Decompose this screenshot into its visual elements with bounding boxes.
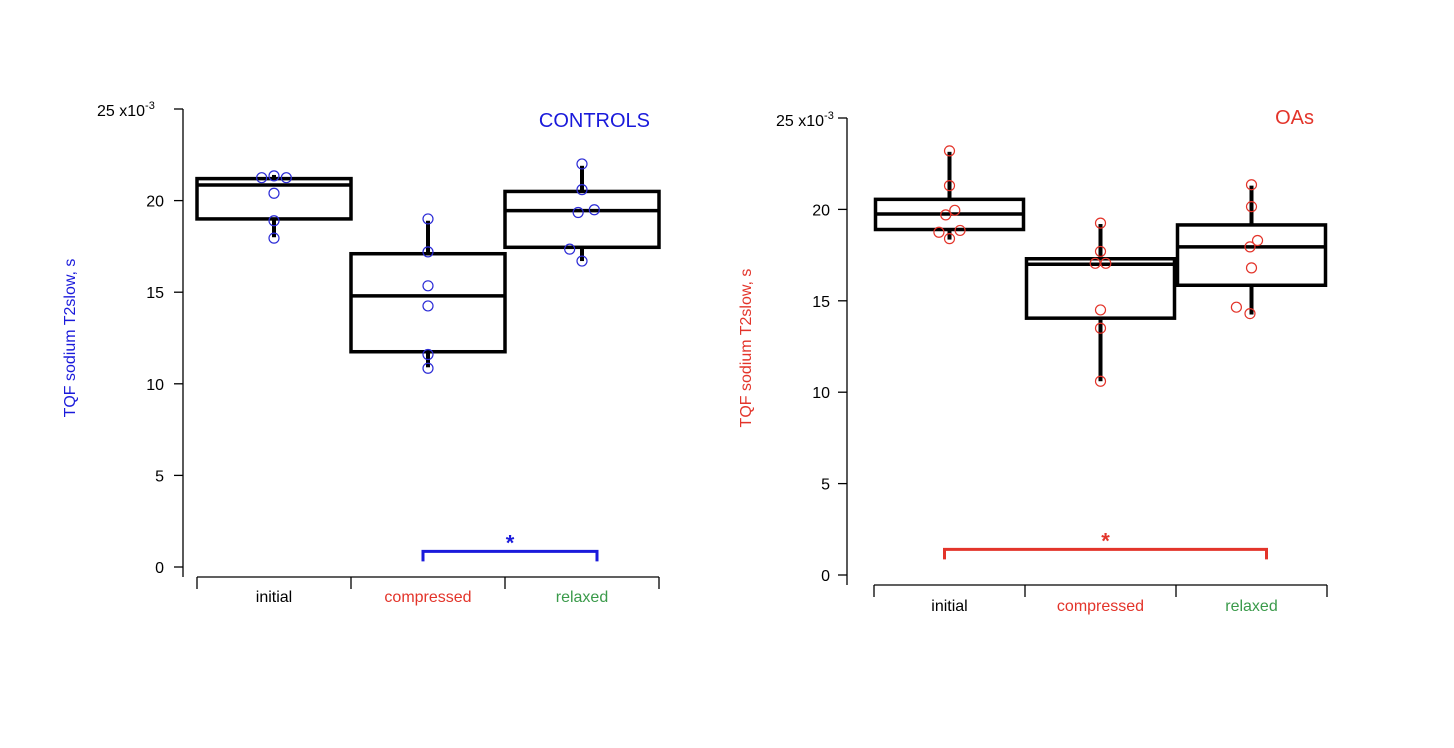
box-compressed	[349, 251, 507, 354]
data-point	[943, 180, 956, 192]
x-category-label: relaxed	[1225, 598, 1277, 615]
data-point	[576, 255, 588, 267]
data-point	[940, 209, 952, 221]
panel-title: OAs	[1275, 107, 1314, 129]
data-point	[268, 187, 280, 199]
x-category-label: compressed	[384, 589, 471, 606]
data-point	[422, 348, 434, 361]
data-point	[422, 213, 434, 225]
x-category-label: initial	[256, 589, 292, 606]
data-point	[1245, 262, 1258, 274]
data-point	[280, 172, 292, 184]
data-point	[422, 246, 434, 258]
y-scale-label: 25 x10-3	[776, 110, 834, 130]
data-point	[933, 226, 945, 238]
data-point	[422, 362, 434, 374]
y-scale-label: 25 x10-3	[97, 100, 155, 120]
data-point	[1094, 304, 1107, 316]
data-point	[268, 232, 280, 244]
data-point	[943, 233, 956, 245]
y-tick-label: 5	[155, 468, 164, 485]
y-tick-label: 20	[812, 202, 830, 219]
box-relaxed	[503, 189, 661, 250]
y-tick-label: 0	[821, 568, 830, 585]
data-point	[954, 224, 966, 237]
box-compressed	[1024, 257, 1177, 320]
data-point	[576, 184, 588, 196]
y-tick-label: 10	[812, 385, 830, 402]
data-point	[268, 170, 280, 182]
data-point	[422, 280, 434, 292]
data-point	[1245, 179, 1258, 191]
x-category-label: compressed	[1057, 598, 1144, 615]
significance-star: *	[506, 530, 515, 555]
controls-boxplot-panel: 0 5 10 15 20 25 x10-3 TQF sodium T2slow, s CONT…	[62, 100, 661, 606]
data-point	[1251, 234, 1264, 247]
data-point	[572, 206, 584, 219]
data-point	[576, 158, 588, 170]
y-axis-title: TQF sodium T2slow, s	[738, 269, 755, 428]
y-tick-label: 0	[155, 560, 164, 577]
data-point	[1094, 217, 1107, 229]
significance-star: *	[1101, 528, 1110, 553]
data-point	[268, 215, 280, 227]
data-point	[949, 204, 961, 216]
significance-bracket	[421, 549, 599, 562]
data-point	[1094, 245, 1107, 258]
data-point	[256, 172, 268, 184]
data-point	[564, 243, 576, 255]
data-point	[1245, 201, 1258, 213]
data-point	[1094, 375, 1107, 387]
data-point	[943, 145, 956, 157]
data-point	[588, 204, 600, 216]
x-category-label: initial	[931, 598, 967, 615]
y-tick-label: 15	[812, 294, 830, 311]
y-tick-label: 5	[821, 477, 830, 494]
x-category-label: relaxed	[556, 589, 608, 606]
panel-title: CONTROLS	[539, 110, 650, 132]
box-initial	[195, 176, 353, 221]
data-point	[422, 300, 434, 312]
y-tick-label: 10	[146, 377, 164, 394]
y-axis-title: TQF sodium T2slow, s	[62, 259, 79, 418]
data-point	[1244, 241, 1256, 253]
box-relaxed	[1175, 223, 1328, 288]
y-tick-label: 15	[146, 285, 164, 302]
data-point	[1094, 322, 1107, 334]
data-point	[1244, 307, 1256, 320]
data-point	[1230, 301, 1243, 313]
data-point	[1100, 257, 1112, 269]
y-tick-label: 20	[146, 194, 164, 211]
oas-boxplot-panel: 0 5 10 15 20 25 x10-3 TQF sodium T2slow, s OAs i…	[738, 107, 1328, 615]
significance-bracket	[943, 547, 1268, 560]
